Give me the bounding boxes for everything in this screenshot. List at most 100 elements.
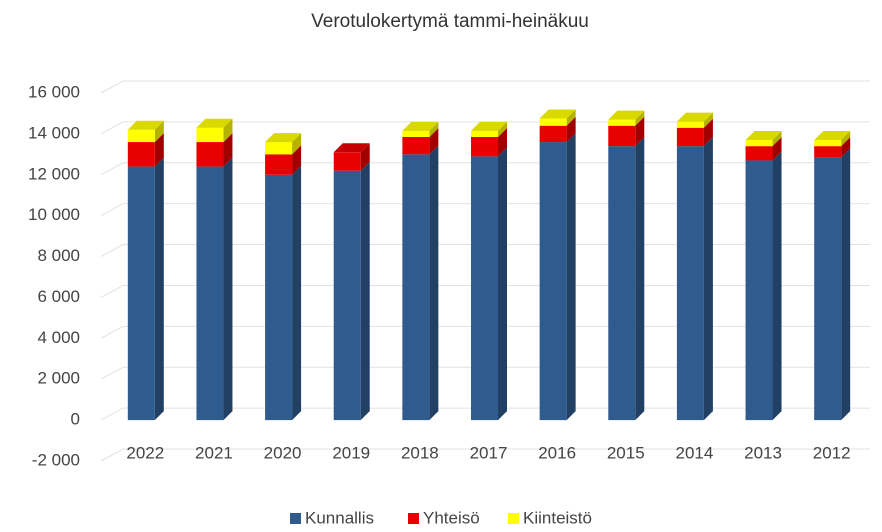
- bar: [539, 125, 567, 143]
- y-tick-label: 2 000: [37, 369, 80, 388]
- y-tick-label: 4 000: [37, 328, 80, 347]
- bar: [814, 140, 842, 147]
- bar-side: [635, 110, 645, 126]
- x-tick-label: 2012: [813, 444, 851, 463]
- legend-swatch: [408, 513, 419, 524]
- bar-side: [772, 151, 782, 421]
- bar-side: [841, 131, 851, 147]
- bar: [608, 119, 636, 126]
- bar: [196, 127, 224, 143]
- bar: [471, 130, 498, 137]
- x-tick-label: 2021: [195, 444, 233, 463]
- legend-label: Kiinteistö: [523, 508, 592, 527]
- bar: [265, 142, 293, 155]
- chart-title: Verotulokertymä tammi-heinäkuu: [311, 11, 589, 32]
- bar-side: [635, 137, 645, 421]
- bar-side: [635, 116, 645, 147]
- y-tick-label: 10 000: [28, 205, 80, 224]
- legend-swatch: [290, 513, 301, 524]
- bar-top: [196, 118, 233, 128]
- bar: [814, 146, 842, 158]
- bar: [196, 166, 224, 421]
- bar: [539, 118, 567, 126]
- bar-side: [703, 118, 713, 147]
- bar-top: [608, 110, 645, 120]
- bar-side: [360, 161, 370, 421]
- x-tick-label: 2014: [675, 444, 713, 463]
- bar-side: [841, 148, 851, 421]
- bar-side: [292, 145, 302, 175]
- bar-top: [814, 131, 851, 141]
- bar-top: [539, 109, 576, 119]
- bar: [676, 146, 704, 421]
- y-tick-label: 16 000: [28, 82, 80, 101]
- bar: [608, 146, 636, 421]
- bar: [471, 156, 498, 421]
- bar-side: [154, 157, 164, 421]
- bar-side: [566, 116, 576, 143]
- x-tick-label: 2022: [126, 444, 164, 463]
- y-tick-label: 14 000: [28, 123, 80, 142]
- bar-side: [154, 133, 164, 167]
- y-tick-label: -2 000: [32, 450, 80, 469]
- x-tick-label: 2018: [401, 444, 439, 463]
- bar-side: [772, 131, 782, 147]
- y-tick-label: 6 000: [37, 287, 80, 306]
- bar: [127, 129, 155, 143]
- bar-side: [703, 112, 713, 128]
- bar-side: [292, 133, 302, 155]
- x-tick-label: 2019: [332, 444, 370, 463]
- x-tick-label: 2016: [538, 444, 576, 463]
- y-tick-label: 12 000: [28, 164, 80, 183]
- bar: [333, 170, 361, 421]
- bar: [745, 140, 773, 147]
- bar-side: [566, 133, 576, 421]
- bar: [127, 166, 155, 421]
- bar: [745, 146, 773, 161]
- bar: [265, 154, 293, 175]
- grid-line: [100, 80, 870, 94]
- legend-label: Kunnallis: [305, 508, 374, 527]
- bar-side: [703, 137, 713, 421]
- x-tick-label: 2015: [607, 444, 645, 463]
- bar: [127, 142, 155, 167]
- y-tick-label: 0: [71, 410, 80, 429]
- bar-side: [292, 165, 302, 421]
- bar: [539, 142, 567, 421]
- bar-top: [676, 112, 713, 122]
- bar: [814, 157, 842, 421]
- bar: [745, 160, 773, 421]
- legend-swatch: [508, 513, 519, 524]
- x-tick-label: 2020: [264, 444, 302, 463]
- bar-top: [265, 133, 302, 143]
- bar-side: [223, 133, 233, 167]
- bar-side: [429, 127, 439, 155]
- bar-top: [471, 121, 507, 131]
- bar-side: [566, 109, 576, 126]
- bar-side: [429, 121, 439, 137]
- bar-side: [154, 120, 164, 143]
- bar: [676, 121, 704, 128]
- bar-side: [498, 147, 507, 421]
- bar-top: [127, 120, 164, 130]
- y-tick-label: 8 000: [37, 246, 80, 265]
- bar: [265, 174, 293, 421]
- bar-top: [745, 131, 782, 141]
- bar-top: [333, 143, 370, 153]
- bar: [676, 127, 704, 147]
- bar: [402, 130, 430, 137]
- bar: [608, 125, 636, 147]
- x-tick-label: 2013: [744, 444, 782, 463]
- bar-side: [223, 157, 233, 421]
- bar-side: [772, 137, 782, 161]
- x-tick-label: 2017: [470, 444, 508, 463]
- bar: [471, 136, 498, 157]
- bar-side: [223, 118, 233, 143]
- bar-side: [429, 145, 439, 421]
- bar: [196, 142, 224, 167]
- bar-side: [841, 137, 851, 158]
- bar-side: [498, 121, 507, 137]
- bar-side: [360, 143, 370, 171]
- bar-top: [402, 121, 439, 131]
